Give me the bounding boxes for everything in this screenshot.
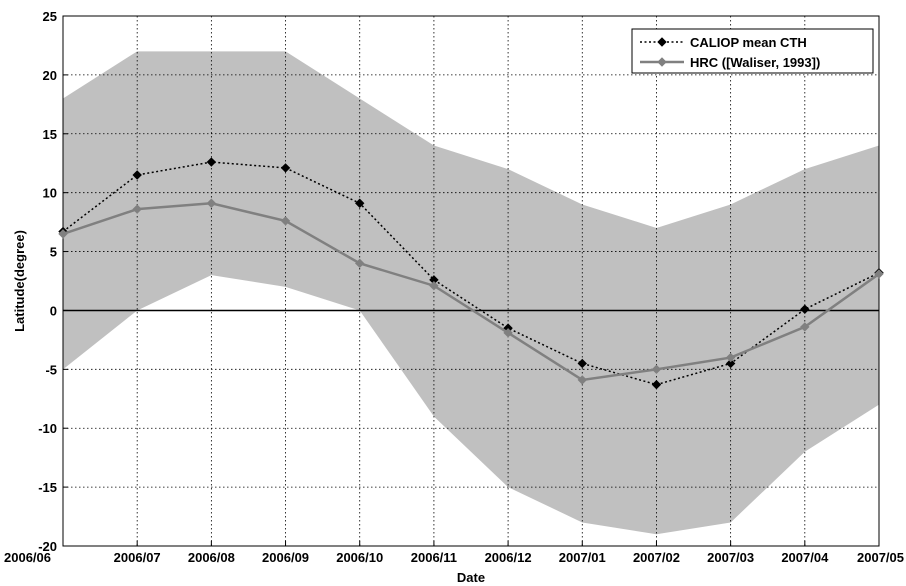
x-tick-label: 2007/04 bbox=[781, 550, 829, 565]
data-point-caliop bbox=[725, 358, 736, 369]
x-tick-label: 2006/08 bbox=[188, 550, 235, 565]
data-point-caliop bbox=[280, 163, 291, 173]
y-tick-label: -20 bbox=[38, 539, 57, 554]
y-tick-label: -10 bbox=[38, 421, 57, 436]
y-tick-label: 10 bbox=[43, 186, 57, 201]
y-tick-label: 15 bbox=[43, 127, 57, 142]
data-point-hrc bbox=[429, 281, 439, 291]
plot-frame bbox=[62, 15, 880, 547]
data-point-hrc bbox=[206, 198, 217, 208]
latitude-range-band bbox=[63, 51, 879, 535]
x-tick-label: 2007/05 bbox=[857, 550, 904, 565]
data-point-caliop bbox=[577, 358, 587, 369]
legend-box bbox=[631, 28, 874, 74]
x-tick-label: 2006/11 bbox=[411, 550, 457, 565]
x-tick-label: 2006/12 bbox=[485, 550, 532, 565]
y-tick-label: 25 bbox=[43, 9, 57, 24]
data-point-hrc bbox=[58, 229, 68, 239]
x-tick-label: 2006/06 bbox=[4, 550, 51, 565]
data-point-caliop bbox=[800, 304, 810, 314]
legend: CALIOP mean CTH HRC ([Waliser, 1993]) bbox=[631, 28, 874, 74]
data-point-caliop bbox=[132, 170, 142, 180]
data-point-hrc bbox=[132, 204, 142, 214]
data-point-hrc bbox=[651, 364, 662, 375]
data-point-hrc bbox=[280, 216, 291, 226]
y-axis-ticks: -20 -15 -10 -5 0 5 10 15 20 25 bbox=[38, 9, 68, 554]
x-tick-label: 2007/01 bbox=[559, 550, 606, 565]
data-point-hrc bbox=[725, 352, 736, 363]
legend-label-caliop: CALIOP mean CTH bbox=[690, 35, 807, 50]
legend-marker-caliop bbox=[657, 37, 667, 47]
data-point-hrc bbox=[503, 328, 513, 338]
y-tick-label: -5 bbox=[45, 362, 57, 377]
x-tick-label: 2006/09 bbox=[262, 550, 309, 565]
x-tick-label: 2006/07 bbox=[114, 550, 161, 565]
series-layer bbox=[58, 157, 884, 390]
x-tick-label: 2007/03 bbox=[707, 550, 754, 565]
y-tick-label: 0 bbox=[50, 303, 57, 318]
x-tick-label: 2006/10 bbox=[336, 550, 383, 565]
x-axis-title: Date bbox=[457, 570, 485, 585]
x-axis-ticks: 2006/06 2006/07 2006/08 2006/09 2006/10 2006/… bbox=[4, 541, 904, 565]
y-tick-label: -15 bbox=[38, 480, 57, 495]
y-axis-title: Latitude(degree) bbox=[12, 230, 27, 332]
data-point-caliop bbox=[206, 157, 217, 167]
series-line-hrc bbox=[62, 202, 880, 382]
x-tick-label: 2007/02 bbox=[633, 550, 680, 565]
data-point-caliop bbox=[355, 198, 365, 208]
data-point-hrc bbox=[800, 322, 810, 332]
y-tick-label: 5 bbox=[50, 245, 57, 260]
data-point-hrc bbox=[577, 375, 587, 385]
data-point-hrc bbox=[874, 269, 884, 279]
legend-marker-hrc bbox=[657, 57, 667, 67]
data-point-hrc bbox=[355, 258, 365, 269]
y-tick-label: 20 bbox=[43, 68, 57, 83]
data-point-caliop bbox=[651, 379, 662, 390]
legend-label-hrc: HRC ([Waliser, 1993]) bbox=[690, 55, 820, 70]
